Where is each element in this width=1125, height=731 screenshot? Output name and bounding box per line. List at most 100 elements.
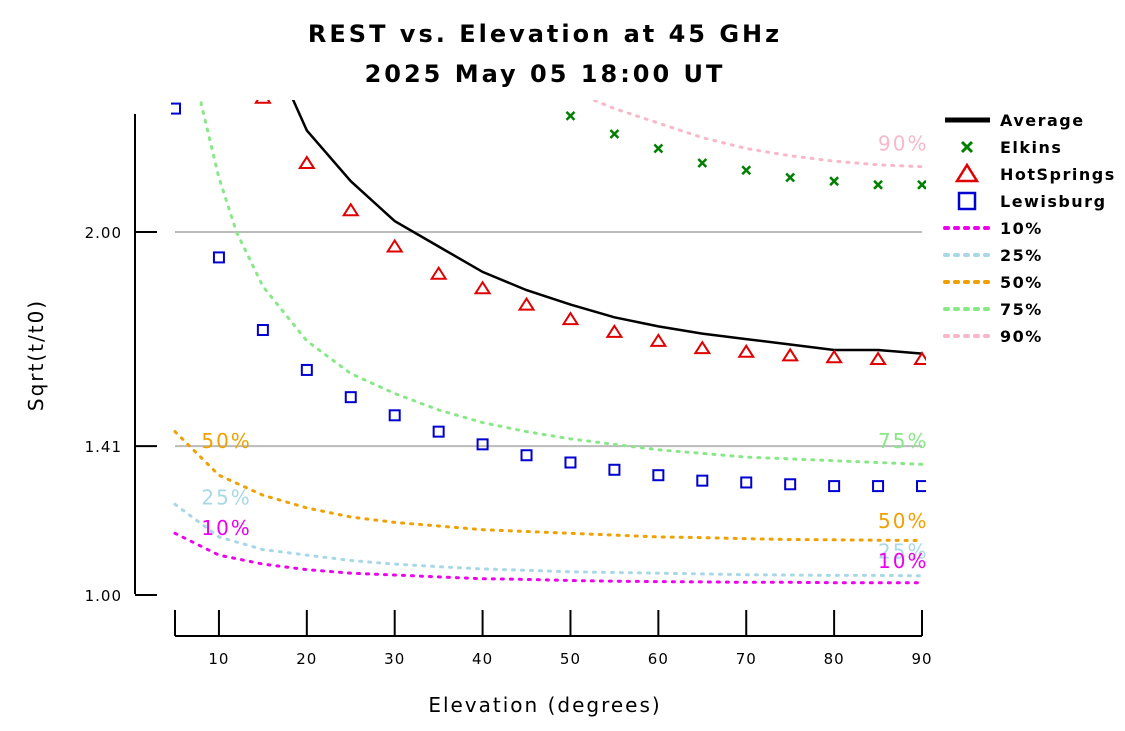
data-point-lewisburg xyxy=(256,324,269,337)
x-tick-label: 80 xyxy=(824,650,845,668)
data-point-lewisburg xyxy=(564,456,577,469)
curve-label: 50% xyxy=(201,429,251,453)
data-point-hotsprings xyxy=(913,351,926,366)
data-point-elkins xyxy=(917,179,926,190)
data-point-elkins xyxy=(697,158,708,168)
legend-item-average: Average xyxy=(945,111,1085,130)
x-tick-label: 10 xyxy=(208,650,229,668)
data-point-lewisburg xyxy=(300,363,313,376)
series-line-average xyxy=(291,100,923,355)
legend-swatch xyxy=(954,162,980,183)
series-line-25pct xyxy=(173,502,924,578)
data-point-elkins xyxy=(565,110,576,121)
data-point-lewisburg xyxy=(916,480,926,493)
legend-item-50pct: 50% xyxy=(943,273,1043,292)
series-line-90pct xyxy=(589,100,924,169)
legend-label: 50% xyxy=(1000,273,1043,292)
data-point-hotsprings xyxy=(341,202,360,217)
legend: Average Elkins HotSprings Lewisburg 10% 25% 50… xyxy=(943,111,1116,346)
data-point-elkins xyxy=(609,129,620,139)
data-point-lewisburg xyxy=(344,391,357,404)
curve-label: 25% xyxy=(201,485,251,509)
x-tick-label: 50 xyxy=(560,650,581,668)
chart-title: REST vs. Elevation at 45 GHz xyxy=(308,20,782,48)
legend-label: HotSprings xyxy=(1000,165,1116,184)
data-point-hotsprings xyxy=(298,155,316,170)
legend-label: Lewisburg xyxy=(1000,192,1107,211)
data-point-lewisburg xyxy=(608,463,621,476)
x-tick-label: 60 xyxy=(648,650,669,668)
chart-subtitle: 2025 May 05 18:00 UT xyxy=(365,60,726,88)
y-tick-label: 1.00 xyxy=(85,587,122,605)
legend-label: 25% xyxy=(1000,246,1043,265)
series-hotsprings xyxy=(254,100,926,366)
curve-label: 10% xyxy=(201,516,251,540)
x-axis-title: Elevation (degrees) xyxy=(428,693,661,717)
curve-label: 75% xyxy=(878,429,928,453)
legend-item-75pct: 75% xyxy=(943,300,1043,319)
legend-label: Elkins xyxy=(1000,138,1062,157)
x-tick-label: 90 xyxy=(911,650,932,668)
data-point-hotsprings xyxy=(517,296,536,311)
legend-item-lewisburg: Lewisburg xyxy=(957,191,1107,211)
series-line-50pct xyxy=(173,430,924,543)
curve-label: 25% xyxy=(878,540,928,564)
data-point-elkins xyxy=(741,165,752,176)
legend-item-10pct: 10% xyxy=(943,219,1043,238)
data-point-elkins xyxy=(653,143,664,154)
series-area xyxy=(171,90,926,585)
legend-item-25pct: 25% xyxy=(943,246,1043,265)
data-point-hotsprings xyxy=(781,347,799,362)
y-tick-label: 1.41 xyxy=(85,438,122,456)
curve-label: 50% xyxy=(878,509,928,533)
data-point-lewisburg xyxy=(476,438,489,451)
legend-swatch xyxy=(960,140,974,154)
data-point-hotsprings xyxy=(254,100,272,104)
legend-label: Average xyxy=(1000,111,1085,130)
curve-label: 10% xyxy=(878,549,928,573)
y-axis-title: Sqrt(t/t0) xyxy=(24,299,48,411)
plot-area: 1.00 1.41 2.00 10 20 30 40 50 60 70 80 90 90% 75% 50% 5… xyxy=(85,90,932,668)
x-tick-label: 40 xyxy=(472,650,493,668)
data-point-lewisburg xyxy=(171,102,181,115)
data-point-lewisburg xyxy=(652,469,665,482)
data-point-hotsprings xyxy=(605,323,624,338)
x-tick-label: 30 xyxy=(384,650,405,668)
legend-label: 75% xyxy=(1000,300,1043,319)
data-point-hotsprings xyxy=(869,351,887,366)
data-point-lewisburg xyxy=(432,425,445,438)
series-line-75pct xyxy=(199,100,924,466)
data-point-hotsprings xyxy=(561,311,580,326)
legend-item-hotsprings: HotSprings xyxy=(954,162,1116,184)
data-point-elkins xyxy=(785,172,796,183)
data-point-lewisburg xyxy=(740,476,753,489)
legend-item-elkins: Elkins xyxy=(960,138,1062,157)
series-elkins xyxy=(523,90,926,190)
data-point-lewisburg xyxy=(828,480,841,493)
data-point-hotsprings xyxy=(825,349,843,364)
data-point-hotsprings xyxy=(385,238,404,253)
data-point-elkins xyxy=(829,176,840,187)
data-point-hotsprings xyxy=(473,280,492,295)
data-point-lewisburg xyxy=(520,449,533,462)
x-tick-label: 20 xyxy=(296,650,317,668)
data-point-elkins xyxy=(523,90,531,98)
legend-swatch xyxy=(957,191,977,211)
x-tick-label: 70 xyxy=(736,650,757,668)
legend-label: 10% xyxy=(1000,219,1043,238)
data-point-lewisburg xyxy=(696,474,709,487)
data-point-lewisburg xyxy=(388,409,401,422)
data-point-elkins xyxy=(873,179,883,190)
data-point-lewisburg xyxy=(212,251,225,264)
curve-label: 90% xyxy=(878,131,928,155)
data-point-hotsprings xyxy=(429,265,448,280)
legend-label: 90% xyxy=(1000,327,1043,346)
series-lewisburg xyxy=(171,102,926,493)
legend-item-90pct: 90% xyxy=(943,327,1043,346)
data-point-lewisburg xyxy=(784,478,797,491)
data-point-hotsprings xyxy=(693,340,712,355)
data-point-hotsprings xyxy=(737,343,756,358)
data-point-hotsprings xyxy=(649,333,668,347)
y-tick-label: 2.00 xyxy=(85,224,122,242)
